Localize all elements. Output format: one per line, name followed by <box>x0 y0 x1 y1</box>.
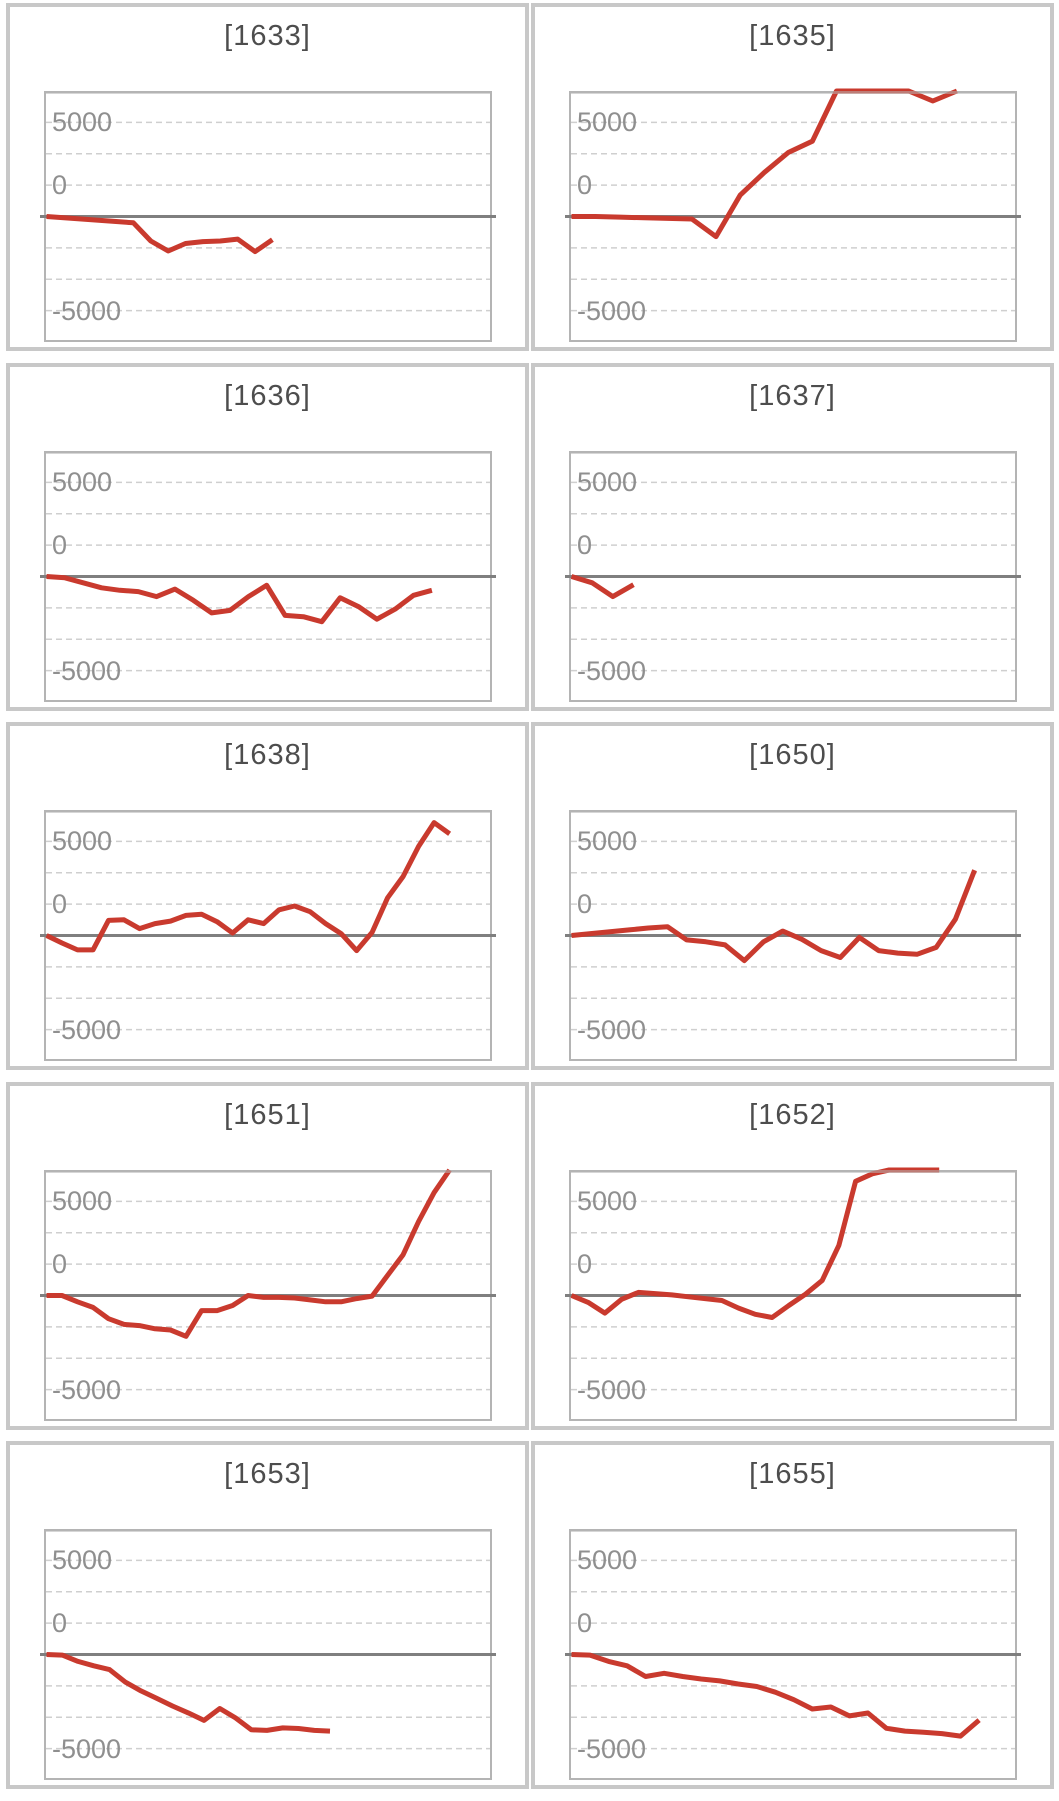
plot-area: 5000 0 -5000 <box>40 810 496 1061</box>
y-axis-label: -5000 <box>52 1014 122 1045</box>
series-line <box>46 1168 452 1339</box>
chart-card: [1638] 5000 0 -5000 <box>6 722 529 1070</box>
plot-area: 5000 0 -5000 <box>40 451 496 702</box>
y-axis-label: -5000 <box>577 295 647 326</box>
gridlines <box>46 1559 490 1750</box>
chart-card: [1650] 5000 0 -5000 <box>531 722 1054 1070</box>
plot-svg <box>40 1529 496 1780</box>
chart-title: [1652] <box>749 1099 836 1131</box>
gridlines <box>571 121 1015 312</box>
y-axis-label: 0 <box>52 170 68 201</box>
plot-area: 5000 0 -5000 <box>565 88 1021 342</box>
plot-area: 5000 0 -5000 <box>40 91 496 342</box>
y-axis-label: -5000 <box>577 655 647 686</box>
chart-title: [1635] <box>749 20 836 52</box>
plot-svg <box>565 451 1021 702</box>
y-axis-label: 0 <box>52 1608 68 1639</box>
y-axis-label: 5000 <box>577 1545 638 1576</box>
chart-title: [1650] <box>749 739 836 771</box>
y-axis-label: 0 <box>577 170 593 201</box>
chart-title: [1653] <box>224 1458 311 1490</box>
y-axis-label: 5000 <box>52 826 113 857</box>
gridlines <box>46 121 490 312</box>
y-axis-label: -5000 <box>52 295 122 326</box>
gridlines <box>46 1200 490 1391</box>
plot-svg <box>565 1167 1021 1421</box>
chart-card: [1633] 5000 0 -5000 <box>6 3 529 351</box>
plot-svg <box>40 1168 496 1421</box>
chart-title: [1637] <box>749 380 836 412</box>
chart-title: [1636] <box>224 380 311 412</box>
plot-area: 5000 0 -5000 <box>565 451 1021 702</box>
plot-area: 5000 0 -5000 <box>565 1167 1021 1421</box>
plot-svg <box>565 88 1021 342</box>
y-axis-label: -5000 <box>577 1733 647 1764</box>
gridlines <box>571 1200 1015 1391</box>
gridlines <box>571 1559 1015 1750</box>
series-line <box>571 1652 981 1739</box>
y-axis-label: -5000 <box>52 1374 122 1405</box>
plot-svg <box>40 810 496 1061</box>
gridlines <box>46 481 490 672</box>
series-line <box>570 574 635 600</box>
plot-area: 5000 0 -5000 <box>565 810 1021 1061</box>
series-line <box>571 869 977 964</box>
chart-title: [1633] <box>224 20 311 52</box>
y-axis-label: 0 <box>577 889 593 920</box>
chart-card: [1635] 5000 0 -5000 <box>531 3 1054 351</box>
chart-title: [1651] <box>224 1099 311 1131</box>
plot-area: 5000 0 -5000 <box>40 1168 496 1421</box>
y-axis-label: 5000 <box>52 1545 113 1576</box>
gridlines <box>571 840 1015 1031</box>
y-axis-label: 5000 <box>577 107 638 138</box>
y-axis-label: 5000 <box>52 107 113 138</box>
plot-area: 5000 0 -5000 <box>40 1529 496 1780</box>
y-axis-label: 5000 <box>577 826 638 857</box>
series-line <box>46 1652 331 1734</box>
chart-card: [1652] 5000 0 -5000 <box>531 1082 1054 1430</box>
y-axis-label: -5000 <box>52 655 122 686</box>
chart-card: [1651] 5000 0 -5000 <box>6 1082 529 1430</box>
y-axis-label: 0 <box>577 530 593 561</box>
plot-area: 5000 0 -5000 <box>565 1529 1021 1780</box>
gridlines <box>46 840 490 1031</box>
y-axis-label: 0 <box>52 1249 68 1280</box>
chart-card: [1636] 5000 0 -5000 <box>6 363 529 711</box>
plot-svg <box>565 1529 1021 1780</box>
plot-svg <box>565 810 1021 1061</box>
y-axis-label: 0 <box>52 530 68 561</box>
y-axis-label: 5000 <box>52 467 113 498</box>
y-axis-label: -5000 <box>577 1014 647 1045</box>
chart-title: [1638] <box>224 739 311 771</box>
y-axis-label: 0 <box>577 1249 593 1280</box>
y-axis-label: -5000 <box>577 1374 647 1405</box>
series-line <box>45 820 452 954</box>
y-axis-label: 0 <box>52 889 68 920</box>
chart-card: [1653] 5000 0 -5000 <box>6 1441 529 1789</box>
chart-title: [1655] <box>749 1458 836 1490</box>
y-axis-label: 5000 <box>577 467 638 498</box>
gridlines <box>571 481 1015 672</box>
plot-svg <box>40 451 496 702</box>
chart-card: [1637] 5000 0 -5000 <box>531 363 1054 711</box>
y-axis-label: 0 <box>577 1608 593 1639</box>
plot-svg <box>40 91 496 342</box>
series-line <box>46 214 274 255</box>
y-axis-label: 5000 <box>52 1186 113 1217</box>
y-axis-label: 5000 <box>577 1186 638 1217</box>
series-line <box>46 574 433 625</box>
chart-card: [1655] 5000 0 -5000 <box>531 1441 1054 1789</box>
y-axis-label: -5000 <box>52 1733 122 1764</box>
